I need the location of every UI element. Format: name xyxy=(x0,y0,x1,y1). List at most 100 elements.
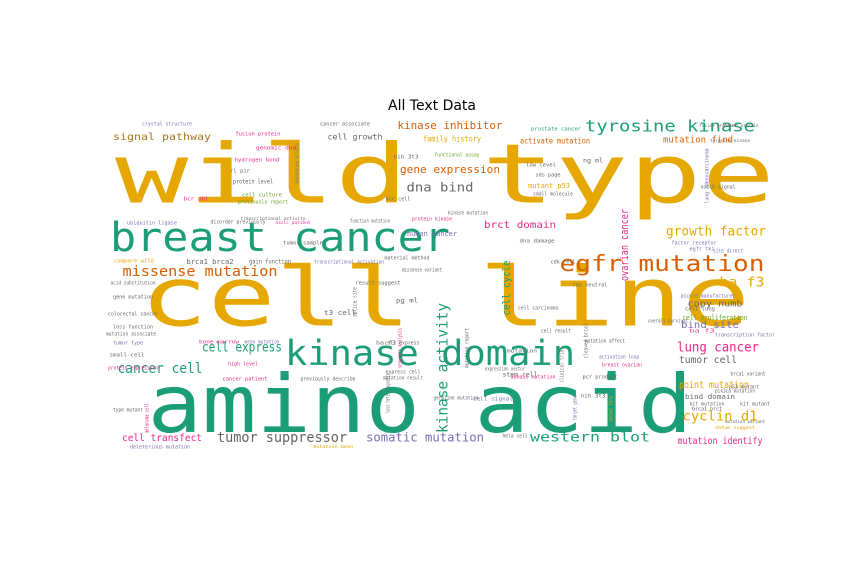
word-cloud-term: small cell xyxy=(110,353,145,359)
word-cloud-term: mutant form xyxy=(609,397,615,422)
word-cloud-term: cell carcinoma xyxy=(518,306,558,312)
word-cloud-term: gene expression xyxy=(400,163,500,176)
word-cloud-term: cancer cell xyxy=(118,361,203,377)
word-cloud-term: mutation find xyxy=(663,136,733,146)
word-cloud-term: lung cancer xyxy=(677,341,759,356)
word-cloud-term: disorder previously xyxy=(211,220,266,226)
word-cloud-term: germline mutation xyxy=(434,396,479,402)
word-cloud-term: cell express xyxy=(202,341,282,356)
word-cloud-term: brct domain xyxy=(484,220,556,231)
word-cloud-term: egfr tki xyxy=(690,247,715,253)
word-cloud-term: protein level xyxy=(233,179,273,186)
word-cloud-term: cyclin d1 xyxy=(683,410,758,425)
word-cloud-term: t3 cell xyxy=(324,309,356,317)
word-cloud-term: ubiquitin ligase xyxy=(127,221,177,227)
word-cloud-term: cell growth xyxy=(328,133,383,142)
word-cloud-term: clinical trial xyxy=(560,348,566,383)
word-cloud-term: small molecule xyxy=(533,192,573,198)
word-cloud-term: western blot xyxy=(530,431,650,446)
word-cloud-term: brca1 brca2 xyxy=(187,258,234,266)
word-cloud-term: site direct xyxy=(713,249,743,255)
word-cloud-term: melanoma cell xyxy=(145,403,151,433)
word-cloud-term: protein expression xyxy=(108,366,158,372)
word-cloud-term: function mutation xyxy=(350,219,390,225)
word-cloud-term: nsclc patient xyxy=(276,220,312,225)
word-cloud-term: kinase inhibitor xyxy=(398,119,503,132)
word-cloud-term: prostate cancer xyxy=(531,127,581,133)
word-cloud-term: tumor type xyxy=(113,341,143,347)
word-cloud-term: mutation result xyxy=(383,376,423,382)
word-cloud-term: brca1 brct xyxy=(692,407,722,413)
word-cloud-term: copy numb xyxy=(688,300,743,310)
word-cloud-term: kit mutant xyxy=(740,402,770,408)
word-cloud-term: sds page xyxy=(536,173,561,179)
word-cloud-term: type mutant xyxy=(113,408,143,414)
word-cloud-term: kit mutation xyxy=(690,402,725,408)
word-cloud-term: growth factor xyxy=(666,225,766,240)
word-cloud-term: cell signal xyxy=(473,397,513,403)
word-cloud-term: cleaved brca1 xyxy=(584,324,590,359)
word-cloud-term: mutation report xyxy=(465,328,471,368)
word-cloud-term: egfr mutation xyxy=(560,252,765,277)
word-cloud-term: compare wild xyxy=(114,259,154,265)
word-cloud-term: cell transfect xyxy=(122,433,202,444)
word-cloud-term: splice site xyxy=(353,287,359,317)
word-cloud-term: sequence analysis xyxy=(398,328,404,368)
word-cloud-term: cell express xyxy=(385,341,420,347)
word-cloud-term: brca1 variant xyxy=(731,372,766,378)
word-cloud-term: hcc cell xyxy=(386,197,411,203)
word-cloud-term: deleterious mutation xyxy=(130,445,190,451)
word-cloud-term: colorectal cancer xyxy=(108,312,158,318)
word-cloud-term: express cell xyxy=(386,370,421,376)
word-cloud-term: tumor suppressor xyxy=(217,430,347,446)
word-cloud-term: dna damage xyxy=(520,239,555,245)
word-cloud-term: functional assay xyxy=(435,153,480,159)
word-cloud-term: cell cycle xyxy=(500,261,513,316)
word-cloud-term: accord manufacturer xyxy=(681,294,736,300)
word-cloud-term: cell line xyxy=(140,250,750,345)
word-cloud-term: fusion protein xyxy=(700,123,736,128)
word-cloud-term: cell result xyxy=(541,329,571,335)
word-cloud-term: activate mutation xyxy=(520,137,590,146)
word-cloud-term: result suggest xyxy=(356,281,401,287)
word-cloud-term: mutation mean xyxy=(313,444,354,449)
word-cloud-term: cell proliferation xyxy=(683,314,748,322)
word-cloud-term: genomic dna xyxy=(256,146,296,152)
word-cloud-term: hela cell xyxy=(503,434,528,440)
word-cloud-term: point mutation xyxy=(679,380,749,391)
word-cloud-term: tumor sample xyxy=(283,241,323,247)
word-cloud-term: previously describe xyxy=(301,377,356,383)
word-cloud-term: phosphatase activity xyxy=(295,143,301,183)
word-cloud-term: transcriptional activity xyxy=(241,216,307,221)
word-cloud-term: ras neutral xyxy=(573,283,608,289)
word-cloud-term: low level xyxy=(526,163,556,169)
word-cloud-term: mutation associate xyxy=(106,332,156,338)
chart-title: All Text Data xyxy=(388,98,476,114)
word-cloud-term: ba f3 xyxy=(376,341,396,347)
word-cloud-term: cell lung xyxy=(685,307,715,313)
word-cloud-term: mutation identify xyxy=(678,436,763,447)
word-cloud-term: bind site xyxy=(681,320,739,331)
word-cloud-term: mean mutation xyxy=(245,340,280,346)
word-cloud-term: mutation xyxy=(507,349,537,355)
word-cloud-term: breast ovarian xyxy=(602,363,642,369)
word-cloud-term: ba f3 xyxy=(690,329,715,335)
word-cloud-term: p53 mutant xyxy=(729,385,759,391)
word-cloud-term: transcription factor xyxy=(715,333,775,339)
word-cloud-term: domain mutation xyxy=(511,375,556,381)
word-cloud-term: pcr product xyxy=(583,375,618,381)
word-cloud-term: family history xyxy=(423,135,481,144)
word-cloud-term: bone marrow xyxy=(199,340,240,346)
word-cloud-term: lung adenocarcinoma xyxy=(705,149,711,204)
word-cloud-term: kinase domain xyxy=(285,334,575,374)
word-cloud-term: acid substitution xyxy=(111,281,156,287)
word-cloud-term: signal pathway xyxy=(113,132,211,143)
word-cloud-term: fusion protein xyxy=(236,132,281,138)
word-cloud-term: crystal structure xyxy=(142,122,192,128)
word-cloud-term: missense variant xyxy=(402,268,442,274)
word-cloud-term: ovarian cancer xyxy=(618,209,631,281)
word-cloud-term: hydrogen bond xyxy=(235,158,280,164)
word-cloud-term: target gene xyxy=(573,396,579,421)
